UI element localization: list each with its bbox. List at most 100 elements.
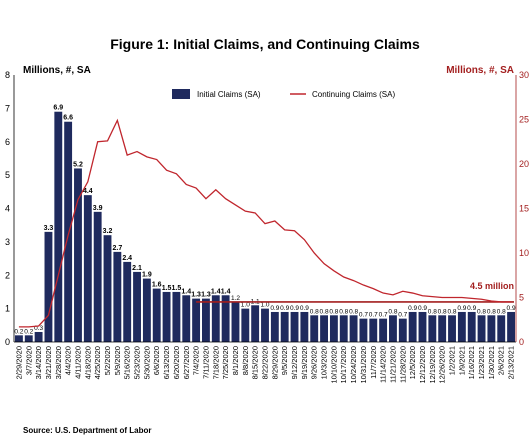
annotation-4-5-million: 4.5 million [470,281,514,291]
initial-claims-bars [14,111,516,343]
x-tick-label: 1/16/2021 [467,346,476,379]
source-note: Source: U.S. Department of Labor [23,426,151,435]
initial-claims-data-label: 3.9 [93,205,103,212]
initial-claims-data-label: 0.9 [280,305,289,312]
initial-claims-bar [162,291,171,342]
initial-claims-bar [182,295,191,342]
initial-claims-data-label: 0.3 [34,325,43,332]
x-tick-label: 9/12/2020 [290,346,299,379]
right-tick-label: 20 [519,159,529,169]
x-tick-label: 10/17/2020 [339,346,348,384]
initial-claims-bar [211,295,220,342]
initial-claims-bar [280,311,289,342]
initial-claims-bar [290,311,299,342]
initial-claims-bar [221,295,230,342]
right-axis-label: Millions, #, SA [446,65,514,76]
x-tick-label: 12/26/2020 [438,346,447,384]
initial-claims-bar [497,315,506,342]
initial-claims-data-label: 1.3 [191,292,201,299]
initial-claims-bar [54,111,63,343]
initial-claims-bar [487,315,496,342]
right-tick-label: 5 [519,293,524,303]
initial-claims-data-label: 1.5 [172,285,182,292]
x-tick-label: 9/19/2020 [300,346,309,379]
x-tick-label: 11/21/2020 [388,346,397,383]
initial-claims-bar [172,291,181,342]
x-tick-label: 11/14/2020 [379,346,388,383]
x-tick-label: 5/16/2020 [123,346,132,379]
initial-claims-bar [142,278,151,342]
initial-claims-data-label: 0.8 [428,308,437,315]
x-tick-label: 8/29/2020 [270,346,279,379]
x-tick-label: 3/14/2020 [34,346,43,379]
right-tick-label: 10 [519,248,529,258]
initial-claims-data-label: 1.6 [152,282,162,289]
left-tick-label: 4 [5,204,10,214]
initial-claims-data-label: 0.8 [388,308,397,315]
initial-claims-bar [320,315,328,342]
x-tick-label: 4/25/2020 [93,346,102,379]
initial-claims-data-label: 0.9 [418,305,427,312]
initial-claims-bar [359,318,368,342]
initial-claims-bar [133,271,141,342]
initial-claims-bar [123,261,132,342]
initial-claims-data-label: 0.7 [398,312,407,319]
initial-claims-data-label: 6.6 [63,115,73,122]
x-tick-label: 1/2/2021 [448,346,457,375]
initial-claims-bar [74,168,82,342]
initial-claims-data-label: 3.3 [44,225,54,232]
x-tick-label: 4/11/2020 [73,346,82,379]
initial-claims-bar [300,311,309,342]
initial-claims-bar [231,301,240,342]
initial-claims-bar [261,308,269,342]
initial-claims-bar [507,311,516,342]
x-tick-label: 9/5/2020 [280,346,289,375]
initial-claims-data-label: 1.2 [231,295,240,302]
initial-claims-data-label: 1.0 [241,302,250,309]
initial-claims-data-label: 1.5 [162,285,172,292]
initial-claims-data-label: 5.2 [73,161,83,168]
initial-claims-data-label: 1.4 [211,288,221,295]
initial-claims-data-label: 0.8 [320,308,329,315]
x-tick-label: 6/27/2020 [182,346,191,379]
x-tick-label: 1/9/2021 [457,346,466,375]
x-tick-label: 9/26/2020 [310,346,319,379]
legend-initial-claims: Initial Claims (SA) [197,90,261,99]
x-tick-label: 10/24/2020 [349,346,358,384]
x-tick-label: 7/11/2020 [201,346,210,379]
right-tick-label: 0 [519,337,524,347]
initial-claims-labels: 0.2 0.2 0.33.36.96.65.24.43.93.22.72.42.11… [14,105,516,336]
left-tick-label: 8 [5,70,10,80]
x-tick-label: 1/23/2021 [477,346,486,379]
initial-claims-data-label: 0.7 [359,312,368,319]
initial-claims-bar [379,318,388,342]
left-tick-label: 6 [5,137,10,147]
initial-claims-bar [251,305,260,342]
initial-claims-data-label: 0.8 [310,308,319,315]
initial-claims-bar [428,315,437,342]
x-tick-label: 6/13/2020 [162,346,171,379]
x-tick-label: 11/28/2020 [398,346,407,383]
initial-claims-data-label: 0.8 [329,308,338,315]
initial-claims-bar [349,315,358,342]
initial-claims-bar [113,251,122,342]
initial-claims-data-label: 1.0 [260,302,269,309]
initial-claims-data-label: 0.8 [339,308,348,315]
x-tick-label: 7/25/2020 [221,346,230,379]
initial-claims-bar [369,318,378,342]
x-tick-label: 2/29/2020 [14,346,23,379]
initial-claims-data-label: 0.9 [290,305,299,312]
x-tick-label: 8/1/2020 [231,346,240,375]
initial-claims-data-label: 0.2 [14,328,23,335]
x-tick-label: 5/2/2020 [103,346,112,375]
initial-claims-bar [418,311,427,342]
x-tick-label: 4/4/2020 [64,346,73,375]
initial-claims-bar [467,311,476,342]
initial-claims-bar [14,335,23,342]
initial-claims-bar [448,315,456,342]
initial-claims-data-label: 2.7 [112,245,122,252]
x-axis-ticks: 2/29/2020 3/7/2020 3/14/2020 3/21/2020 3/28/… [14,346,515,384]
